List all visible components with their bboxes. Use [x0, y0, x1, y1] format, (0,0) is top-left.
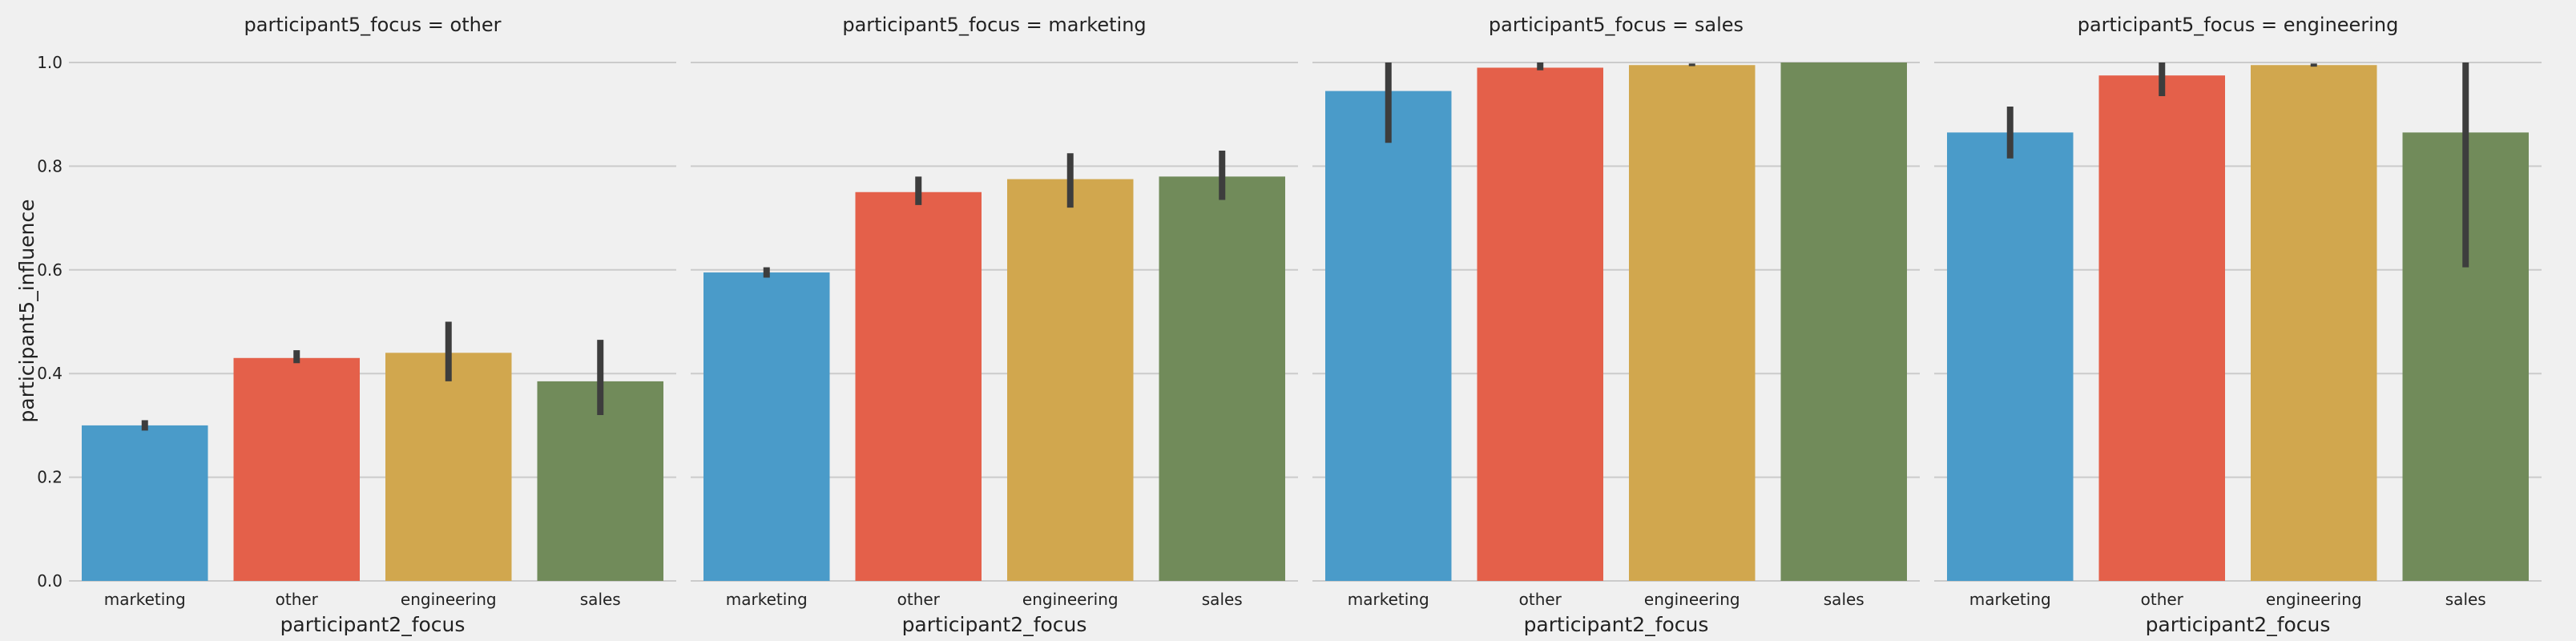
- bar-engineering: [2251, 65, 2377, 582]
- x-tick-label: other: [1519, 590, 1562, 609]
- y-tick-label: 0.8: [37, 156, 62, 175]
- bar-engineering: [1007, 179, 1134, 581]
- facet-panel-2: participant5_focus = sales marketing other…: [1312, 14, 1920, 636]
- bar-other: [1477, 67, 1603, 582]
- bar-marketing: [82, 425, 208, 581]
- bar-other: [233, 357, 360, 581]
- x-tick-label: sales: [2445, 590, 2486, 609]
- y-tick-label: 0.6: [37, 260, 62, 280]
- x-axis-label: participant2_focus: [902, 613, 1087, 636]
- x-tick-label: sales: [1202, 590, 1243, 609]
- x-tick-label: engineering: [2266, 590, 2362, 609]
- bar-engineering: [385, 353, 512, 581]
- facet-panel-1: participant5_focus = marketing marketing o…: [691, 14, 1298, 636]
- y-tick-label: 0.4: [37, 364, 62, 383]
- bar-marketing: [1325, 91, 1452, 581]
- y-axis-label: participant5_influence: [15, 200, 38, 423]
- x-tick-label: other: [2141, 590, 2184, 609]
- facet-panel-3: participant5_focus = engineering marketin…: [1934, 14, 2542, 636]
- panel-title: participant5_focus = marketing: [842, 14, 1146, 36]
- facet-panel-0: 0.0 0.2 0.4 0.6 0.8 1.0 participant5_focus = o…: [37, 14, 676, 636]
- x-tick-label: marketing: [726, 590, 808, 609]
- x-tick-label: sales: [580, 590, 621, 609]
- x-tick-label: marketing: [1348, 590, 1429, 609]
- x-tick-label: other: [897, 590, 941, 609]
- bar-other: [2098, 75, 2225, 582]
- bar-marketing: [703, 272, 830, 581]
- y-tick-label: 0.0: [37, 571, 62, 591]
- x-tick-label: sales: [1824, 590, 1864, 609]
- plot-area: 0.0 0.2 0.4 0.6 0.8 1.0 participant5_focus = o…: [37, 14, 2542, 636]
- x-axis-label: participant2_focus: [1524, 613, 1709, 636]
- x-tick-label: engineering: [401, 590, 497, 609]
- y-tick-label: 0.2: [37, 468, 62, 487]
- x-axis-label: participant2_focus: [280, 613, 466, 636]
- bar-sales: [1780, 62, 1907, 581]
- panel-title: participant5_focus = other: [244, 14, 502, 36]
- x-tick-label: marketing: [1969, 590, 2051, 609]
- y-tick-label: 1.0: [37, 53, 62, 72]
- bar-other: [855, 191, 982, 581]
- panel-title: participant5_focus = engineering: [2078, 14, 2399, 36]
- x-axis-label: participant2_focus: [2146, 613, 2331, 636]
- bar-marketing: [1947, 132, 2074, 582]
- bar-sales: [1159, 176, 1285, 581]
- x-tick-label: engineering: [1644, 590, 1740, 609]
- bar-engineering: [1629, 65, 1756, 582]
- x-tick-label: engineering: [1022, 590, 1119, 609]
- x-tick-label: other: [276, 590, 319, 609]
- x-tick-label: marketing: [104, 590, 186, 609]
- panel-title: participant5_focus = sales: [1489, 14, 1744, 36]
